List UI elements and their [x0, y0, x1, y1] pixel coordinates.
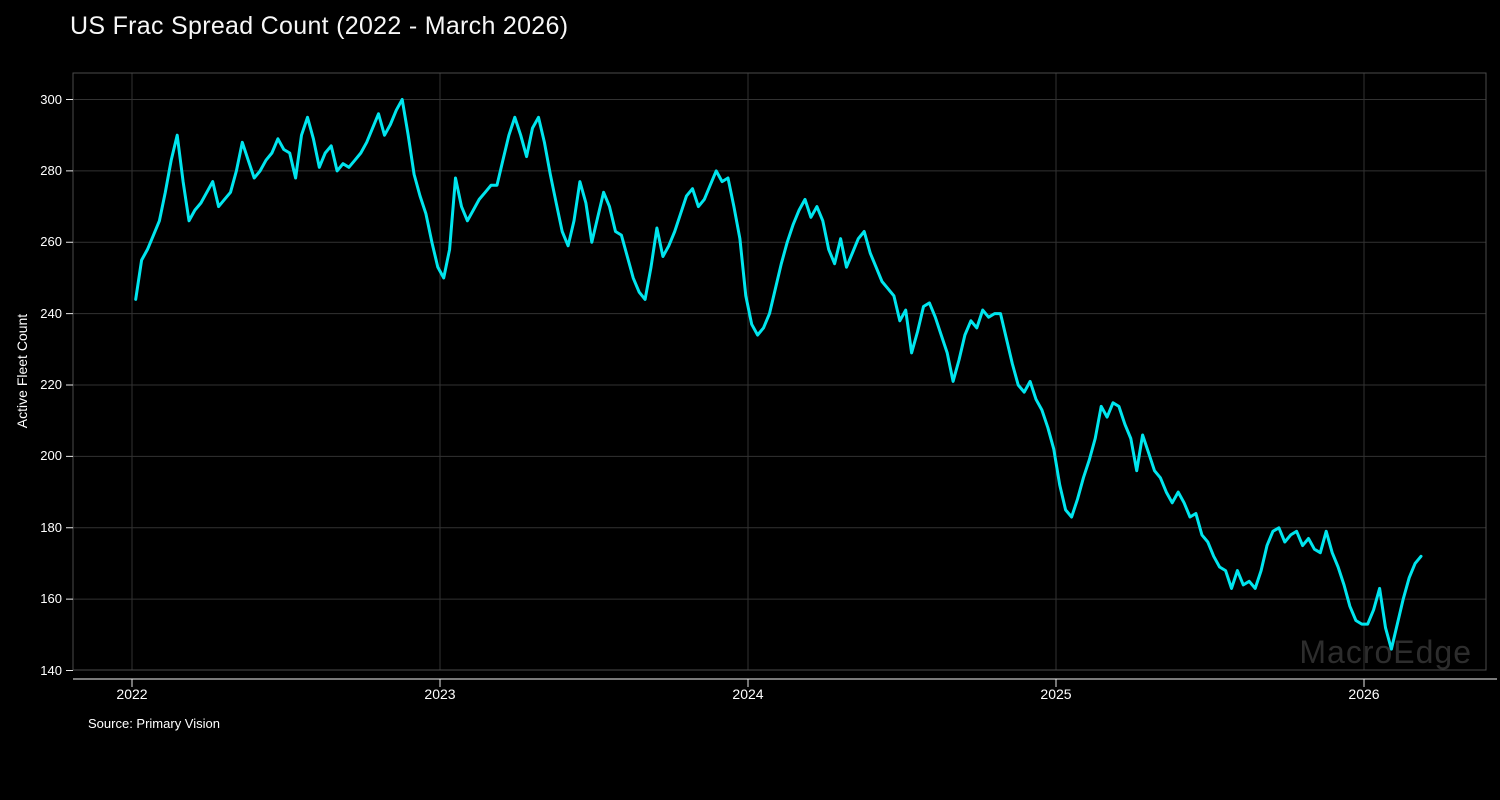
plot-border [72, 72, 1487, 671]
chart-title: US Frac Spread Count (2022 - March 2026) [70, 12, 569, 40]
y-tick-label: 260 [40, 234, 62, 250]
y-tick-label: 140 [40, 662, 62, 678]
y-tick-label: 280 [40, 162, 62, 178]
x-tick-label: 2025 [1040, 686, 1072, 702]
y-tick-label: 240 [40, 305, 62, 321]
watermark: MacroEdge [1299, 634, 1472, 670]
source-note: Source: Primary Vision [88, 716, 220, 731]
frac-spread-count-line [134, 98, 1423, 651]
y-tick-label: 300 [40, 91, 62, 107]
x-tick-label: 2026 [1348, 686, 1380, 702]
x-tick-label: 2023 [424, 686, 456, 702]
y-tick-label: 200 [40, 448, 62, 464]
y-tick-label: 180 [40, 519, 62, 535]
x-tick-label: 2024 [732, 686, 764, 702]
y-tick-label: 220 [40, 377, 62, 392]
x-tick-label: 2022 [116, 686, 148, 702]
y-tick-label: 160 [40, 591, 62, 607]
